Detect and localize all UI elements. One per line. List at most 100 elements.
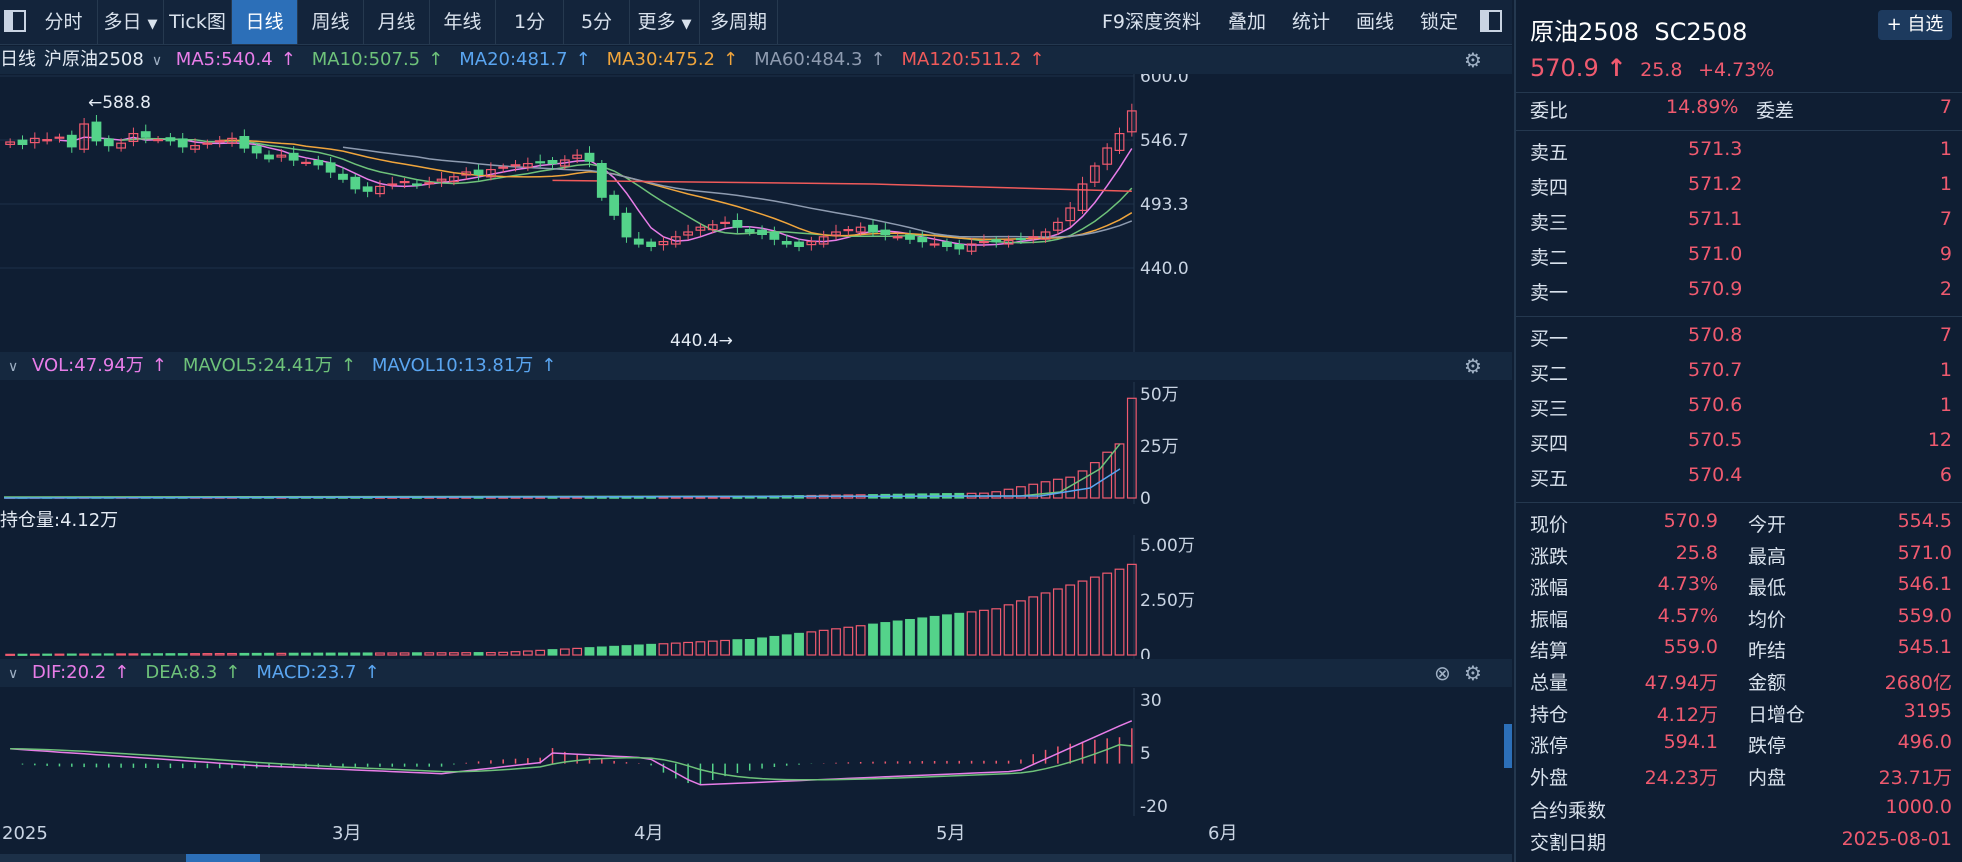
candle-body bbox=[633, 238, 644, 245]
gear-icon[interactable]: ⚙ bbox=[1464, 48, 1482, 72]
tab-monthly[interactable]: 月线 bbox=[364, 0, 430, 44]
bid-row[interactable]: 买三 570.6 1 bbox=[1530, 394, 1952, 420]
mavol10-line bbox=[3, 468, 1121, 499]
ask-row[interactable]: 卖四 571.2 1 bbox=[1530, 173, 1952, 199]
oi-bar bbox=[301, 652, 311, 656]
oi-bar bbox=[251, 652, 262, 656]
volume-bar bbox=[1065, 476, 1076, 499]
oi-bar bbox=[338, 652, 348, 656]
oi-bar bbox=[325, 652, 336, 656]
y-tick-label: 600.0 bbox=[1140, 74, 1189, 87]
chevron-down-icon[interactable]: ∨ bbox=[151, 53, 163, 69]
chevron-down-icon[interactable]: ∨ bbox=[8, 359, 19, 375]
chevron-down-icon[interactable]: ∨ bbox=[8, 666, 19, 682]
overlay-button[interactable]: 叠加 bbox=[1228, 11, 1267, 33]
tab-1min[interactable]: 1分 bbox=[496, 0, 564, 44]
bid-row[interactable]: 买二 570.7 1 bbox=[1530, 359, 1952, 385]
oi-bar bbox=[510, 651, 521, 656]
bid-row[interactable]: 买四 570.5 12 bbox=[1530, 429, 1952, 455]
tab-yearly[interactable]: 年线 bbox=[430, 0, 496, 44]
ask-row[interactable]: 卖二 571.0 9 bbox=[1530, 243, 1952, 269]
ma-line bbox=[59, 136, 1133, 246]
kline-header: 日线 沪原油2508 ∨ MA5:540.4 ↑ MA10:507.5 ↑ MA20:481… bbox=[0, 46, 1512, 74]
oi-bar bbox=[596, 646, 607, 656]
oi-bar bbox=[1040, 592, 1051, 656]
add-watchlist-button[interactable]: + 自选 bbox=[1878, 10, 1952, 40]
ask-row[interactable]: 卖五 571.3 1 bbox=[1530, 138, 1952, 164]
bid-row[interactable]: 买五 570.4 6 bbox=[1530, 464, 1952, 490]
close-icon[interactable]: ⊗ bbox=[1434, 661, 1451, 685]
oi-label: 持仓量:4.12万 bbox=[0, 510, 119, 531]
candle-body bbox=[646, 241, 657, 247]
tab-weekly[interactable]: 周线 bbox=[298, 0, 364, 44]
gear-icon[interactable]: ⚙ bbox=[1464, 661, 1482, 685]
oi-bar bbox=[1028, 596, 1039, 656]
oi-bar bbox=[350, 652, 361, 656]
ma-line bbox=[219, 139, 1133, 241]
kline-chart[interactable]: 600.0 546.7 493.3 440.0 ←588.8 440.4→ bbox=[0, 74, 1512, 356]
oi-bar bbox=[54, 653, 65, 656]
mavol5-line bbox=[3, 443, 1121, 498]
tab-multi-period[interactable]: 多周期 bbox=[700, 0, 778, 44]
candle-body bbox=[116, 142, 127, 149]
oi-bar bbox=[831, 628, 841, 656]
sidebar-toggle-icon[interactable] bbox=[4, 10, 26, 32]
scroll-indicator bbox=[1504, 724, 1512, 768]
y-tick-label: 30 bbox=[1140, 691, 1162, 711]
candle-body bbox=[498, 166, 509, 169]
oi-bar bbox=[658, 643, 669, 656]
oi-bar bbox=[264, 652, 274, 656]
oi-bar bbox=[818, 629, 829, 656]
candle-body bbox=[596, 162, 607, 198]
candle-body bbox=[165, 137, 176, 142]
oi-bar bbox=[621, 645, 632, 656]
candle-body bbox=[818, 236, 829, 245]
ma120-line bbox=[552, 179, 1132, 192]
candle-body bbox=[547, 159, 558, 165]
candle-body bbox=[695, 226, 706, 231]
candle-body bbox=[202, 142, 213, 145]
tab-tick[interactable]: Tick图 bbox=[164, 0, 232, 44]
oi-bar bbox=[165, 653, 176, 656]
y-tick-label: 0 bbox=[1140, 646, 1151, 661]
tab-duori[interactable]: 多日 ▼ bbox=[98, 0, 164, 44]
oi-bar bbox=[633, 644, 644, 656]
candle-body bbox=[1077, 183, 1088, 211]
x-tick-label: 6月 bbox=[1208, 823, 1237, 844]
bid-row[interactable]: 买一 570.8 7 bbox=[1530, 324, 1952, 350]
tab-5min[interactable]: 5分 bbox=[564, 0, 630, 44]
draw-button[interactable]: 画线 bbox=[1356, 11, 1395, 33]
candle-body bbox=[17, 139, 28, 145]
gear-icon[interactable]: ⚙ bbox=[1464, 354, 1482, 378]
ma60-label: MA60:484.3 ↑ bbox=[754, 49, 886, 70]
y-tick-label: -20 bbox=[1140, 797, 1168, 816]
tab-more[interactable]: 更多 ▼ bbox=[630, 0, 700, 44]
ask-row[interactable]: 卖三 571.1 7 bbox=[1530, 208, 1952, 234]
panel-toggle-icon[interactable] bbox=[1480, 10, 1502, 32]
stats-button[interactable]: 统计 bbox=[1292, 11, 1331, 33]
stats-row: 现价 570.9 今开 554.5 bbox=[1530, 510, 1952, 536]
volume-chart[interactable]: 50万 25万 0 bbox=[0, 382, 1512, 504]
y-tick-label: 50万 bbox=[1140, 385, 1179, 405]
macd-chart[interactable]: 30 5 -20 bbox=[0, 688, 1512, 816]
oi-chart[interactable]: 5.00万 2.50万 0 bbox=[0, 535, 1512, 661]
scrollbar-track bbox=[0, 854, 1512, 862]
dif-label: DIF:20.2 ↑ bbox=[31, 662, 130, 683]
oi-header: 持仓量:4.12万 bbox=[0, 507, 1512, 535]
candle-body bbox=[868, 224, 878, 233]
tab-daily[interactable]: 日线 bbox=[232, 0, 298, 44]
f9-button[interactable]: F9深度资料 bbox=[1102, 11, 1202, 33]
candle-body bbox=[153, 138, 163, 142]
oi-bar bbox=[399, 652, 410, 656]
candle-body bbox=[251, 145, 262, 154]
lock-button[interactable]: 锁定 bbox=[1420, 11, 1459, 33]
chart-area[interactable]: 分时 多日 ▼ Tick图 日线 周线 月线 年线 1分 5分 更多 ▼ 多周期… bbox=[0, 0, 1512, 862]
oi-bar bbox=[288, 652, 299, 656]
tab-fenshi[interactable]: 分时 bbox=[30, 0, 98, 44]
ask-row[interactable]: 卖一 570.9 2 bbox=[1530, 278, 1952, 304]
low-annotation: 440.4→ bbox=[670, 331, 733, 351]
candle-body bbox=[54, 136, 65, 139]
candle-body bbox=[831, 231, 841, 236]
last-price: 570.9 bbox=[1530, 54, 1599, 82]
weibi-row: 委比 14.89% 委差 7 bbox=[1530, 96, 1952, 122]
